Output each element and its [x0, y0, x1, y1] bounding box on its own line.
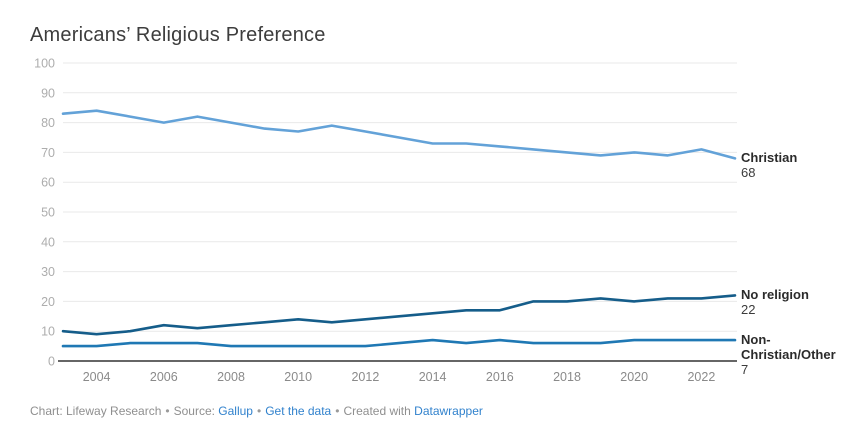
footer-separator: • [256, 404, 262, 418]
x-tick-label-2016: 2016 [486, 370, 514, 384]
x-tick-label-2020: 2020 [620, 370, 648, 384]
footer-credits: Chart: Lifeway Research • Source: Gallup • G… [30, 404, 830, 418]
series-label-no-religion: No religion 22 [741, 287, 809, 317]
x-tick-label-2008: 2008 [217, 370, 245, 384]
non-christian-other-line [61, 338, 737, 348]
series-name-no-religion: No religion [741, 287, 809, 303]
series-label-christian: Christian 68 [741, 150, 797, 180]
y-tick-label-70: 70 [41, 146, 55, 160]
y-tick-label-0: 0 [48, 355, 55, 369]
x-tick-label-2022: 2022 [687, 370, 715, 384]
y-tick-label-30: 30 [41, 265, 55, 279]
created-with-label: Created with [343, 404, 411, 418]
series-value-no-religion: 22 [741, 302, 756, 318]
y-tick-label-40: 40 [41, 235, 55, 249]
x-tick-label-2012: 2012 [351, 370, 379, 384]
y-tick-label-100: 100 [34, 57, 55, 71]
y-tick-label-60: 60 [41, 176, 55, 190]
series-name-christian: Christian [741, 150, 798, 166]
y-tick-label-80: 80 [41, 116, 55, 130]
series-value-christian: 68 [741, 165, 756, 181]
chart-title: Americans’ Religious Preference [30, 24, 326, 46]
y-tick-label-10: 10 [41, 325, 55, 339]
series-value-non-christian-other: 7 [741, 362, 749, 378]
x-tick-label-2006: 2006 [150, 370, 178, 384]
x-tick-label-2018: 2018 [553, 370, 581, 384]
y-tick-label-20: 20 [41, 295, 55, 309]
source-label: Source: [173, 404, 215, 418]
footer-separator: • [335, 404, 340, 418]
datawrapper-link[interactable]: Datawrapper [414, 404, 483, 418]
series-label-non-christian-other: Non- Christian/Other 7 [741, 332, 836, 377]
christian-line [61, 109, 737, 160]
x-tick-label-2004: 2004 [83, 370, 111, 384]
y-tick-label-90: 90 [41, 86, 55, 100]
get-the-data-link[interactable]: Get the data [265, 404, 332, 418]
x-tick-label-2010: 2010 [284, 370, 312, 384]
source-link[interactable]: Gallup [218, 404, 253, 418]
series-name-non-christian-other: Non- Christian/Other [741, 332, 836, 363]
x-tick-label-2014: 2014 [419, 370, 447, 384]
chart-credit: Chart: Lifeway Research [30, 404, 162, 418]
y-tick-label-50: 50 [41, 206, 55, 220]
footer-separator: • [165, 404, 170, 418]
no-religion-line [61, 294, 737, 336]
